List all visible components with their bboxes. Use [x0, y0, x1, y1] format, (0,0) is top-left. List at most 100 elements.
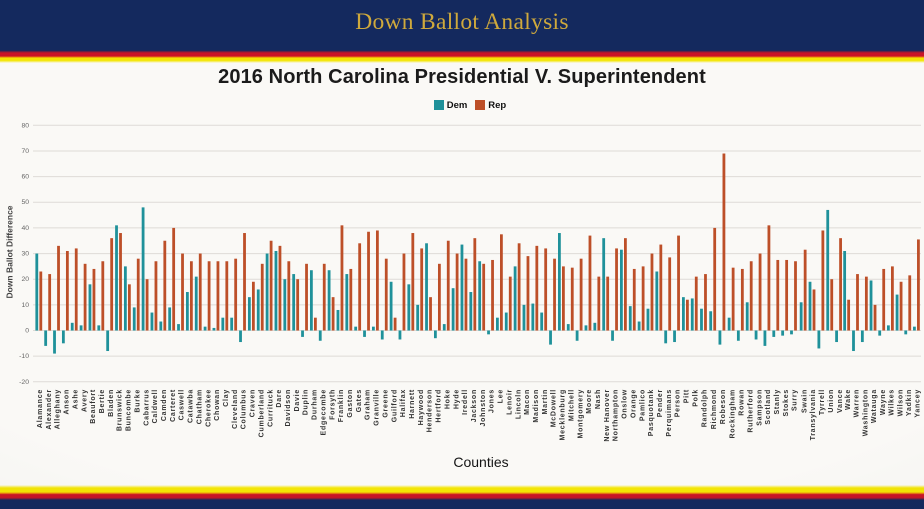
svg-text:60: 60: [21, 174, 29, 181]
svg-text:Halifax: Halifax: [400, 389, 407, 417]
svg-text:50: 50: [21, 199, 29, 206]
svg-text:Washington: Washington: [863, 389, 870, 436]
svg-text:Hyde: Hyde: [453, 389, 460, 409]
svg-text:-20: -20: [19, 379, 29, 386]
svg-text:Wake: Wake: [845, 389, 852, 410]
svg-text:Johnston: Johnston: [480, 389, 487, 427]
svg-text:Ashe: Ashe: [72, 389, 79, 409]
svg-text:Cherokee: Cherokee: [205, 389, 212, 427]
svg-text:Hertford: Hertford: [436, 389, 443, 423]
svg-text:New Hanover: New Hanover: [604, 389, 611, 442]
svg-text:Jones: Jones: [489, 389, 496, 413]
svg-text:Randolph: Randolph: [702, 389, 709, 427]
svg-text:Macon: Macon: [524, 389, 531, 415]
svg-text:Cabarrus: Cabarrus: [143, 389, 150, 426]
svg-text:Pender: Pender: [657, 389, 664, 417]
svg-text:Forsyth: Forsyth: [329, 389, 336, 420]
svg-text:Onslow: Onslow: [622, 389, 629, 419]
svg-text:Chatham: Chatham: [196, 389, 203, 424]
svg-text:Cleveland: Cleveland: [232, 389, 239, 429]
svg-text:Craven: Craven: [250, 389, 257, 417]
svg-text:Pamlico: Pamlico: [639, 389, 646, 421]
svg-text:Davidson: Davidson: [285, 389, 292, 427]
svg-text:Nash: Nash: [595, 389, 602, 409]
svg-text:Scotland: Scotland: [765, 389, 772, 425]
svg-text:Orange: Orange: [631, 389, 638, 418]
svg-text:-10: -10: [19, 353, 29, 360]
svg-text:Stanly: Stanly: [774, 389, 781, 415]
svg-text:Perquimans: Perquimans: [666, 389, 673, 437]
svg-text:McDowell: McDowell: [551, 389, 558, 427]
svg-text:Pasquotank: Pasquotank: [648, 389, 655, 436]
svg-text:Brunswick: Brunswick: [117, 389, 124, 431]
svg-text:Henderson: Henderson: [427, 389, 434, 432]
svg-text:Davie: Davie: [294, 389, 301, 411]
svg-text:Bertie: Bertie: [99, 389, 106, 413]
svg-text:Alamance: Alamance: [37, 389, 44, 428]
svg-text:Stokes: Stokes: [783, 389, 790, 416]
svg-text:Cumberland: Cumberland: [258, 389, 265, 437]
svg-text:Moore: Moore: [586, 389, 593, 414]
svg-text:Northampton: Northampton: [613, 389, 620, 441]
svg-text:Person: Person: [675, 389, 682, 417]
svg-text:Harnett: Harnett: [409, 389, 416, 419]
svg-text:Avery: Avery: [81, 389, 88, 412]
svg-text:Buncombe: Buncombe: [126, 389, 133, 431]
svg-text:Graham: Graham: [365, 389, 372, 420]
svg-text:Lincoln: Lincoln: [515, 389, 522, 419]
svg-text:Caldwell: Caldwell: [152, 389, 159, 423]
svg-text:Edgecombe: Edgecombe: [320, 389, 327, 435]
svg-text:Richmond: Richmond: [711, 389, 718, 429]
svg-text:Rutherford: Rutherford: [747, 389, 754, 433]
svg-text:Pitt: Pitt: [684, 389, 691, 403]
svg-text:Yancey: Yancey: [915, 389, 922, 418]
svg-text:Martin: Martin: [542, 389, 549, 415]
svg-text:70: 70: [21, 148, 29, 155]
svg-text:Wayne: Wayne: [880, 389, 887, 415]
svg-text:Tyrrell: Tyrrell: [819, 389, 826, 415]
svg-text:Caswell: Caswell: [179, 389, 186, 420]
svg-text:Burke: Burke: [134, 389, 141, 413]
svg-text:Rowan: Rowan: [739, 389, 746, 416]
svg-text:Lenoir: Lenoir: [507, 389, 514, 415]
svg-text:40: 40: [21, 225, 29, 232]
svg-text:Sampson: Sampson: [756, 389, 763, 426]
svg-text:Mitchell: Mitchell: [569, 389, 576, 421]
svg-text:Yadkin: Yadkin: [906, 389, 913, 416]
svg-text:0: 0: [25, 328, 29, 335]
svg-text:Clay: Clay: [223, 389, 230, 407]
svg-text:Duplin: Duplin: [303, 389, 310, 415]
svg-text:Catawba: Catawba: [188, 389, 195, 423]
svg-text:Chowan: Chowan: [214, 389, 221, 421]
svg-text:Carteret: Carteret: [170, 389, 177, 422]
svg-text:Bladen: Bladen: [108, 389, 115, 417]
svg-text:10: 10: [21, 302, 29, 309]
svg-text:Durham: Durham: [312, 389, 319, 420]
svg-text:Madison: Madison: [533, 389, 540, 423]
svg-text:Franklin: Franklin: [338, 389, 345, 422]
svg-text:Guilford: Guilford: [391, 389, 398, 422]
svg-text:Watauga: Watauga: [871, 389, 878, 423]
svg-text:Union: Union: [828, 389, 835, 413]
svg-text:30: 30: [21, 251, 29, 258]
svg-text:Gaston: Gaston: [347, 389, 354, 418]
svg-text:Surry: Surry: [792, 389, 799, 411]
svg-text:Robeson: Robeson: [720, 389, 727, 424]
svg-text:Transylvania: Transylvania: [810, 389, 817, 440]
svg-text:Greene: Greene: [382, 389, 389, 418]
svg-text:Haywood: Haywood: [418, 389, 425, 425]
svg-text:Camden: Camden: [161, 389, 168, 421]
svg-text:Alleghany: Alleghany: [55, 389, 62, 429]
svg-text:20: 20: [21, 276, 29, 283]
svg-text:Hoke: Hoke: [444, 389, 451, 409]
svg-text:Polk: Polk: [693, 389, 700, 407]
svg-text:Granville: Granville: [374, 389, 381, 426]
svg-text:Wilkes: Wilkes: [889, 389, 896, 416]
svg-text:Gates: Gates: [356, 389, 363, 412]
svg-text:Beaufort: Beaufort: [90, 389, 97, 424]
svg-text:Dare: Dare: [276, 389, 283, 408]
svg-text:Wilson: Wilson: [897, 389, 904, 416]
svg-text:Rockingham: Rockingham: [729, 389, 736, 439]
svg-text:Vance: Vance: [837, 389, 844, 413]
svg-text:Montgomery: Montgomery: [577, 389, 584, 439]
